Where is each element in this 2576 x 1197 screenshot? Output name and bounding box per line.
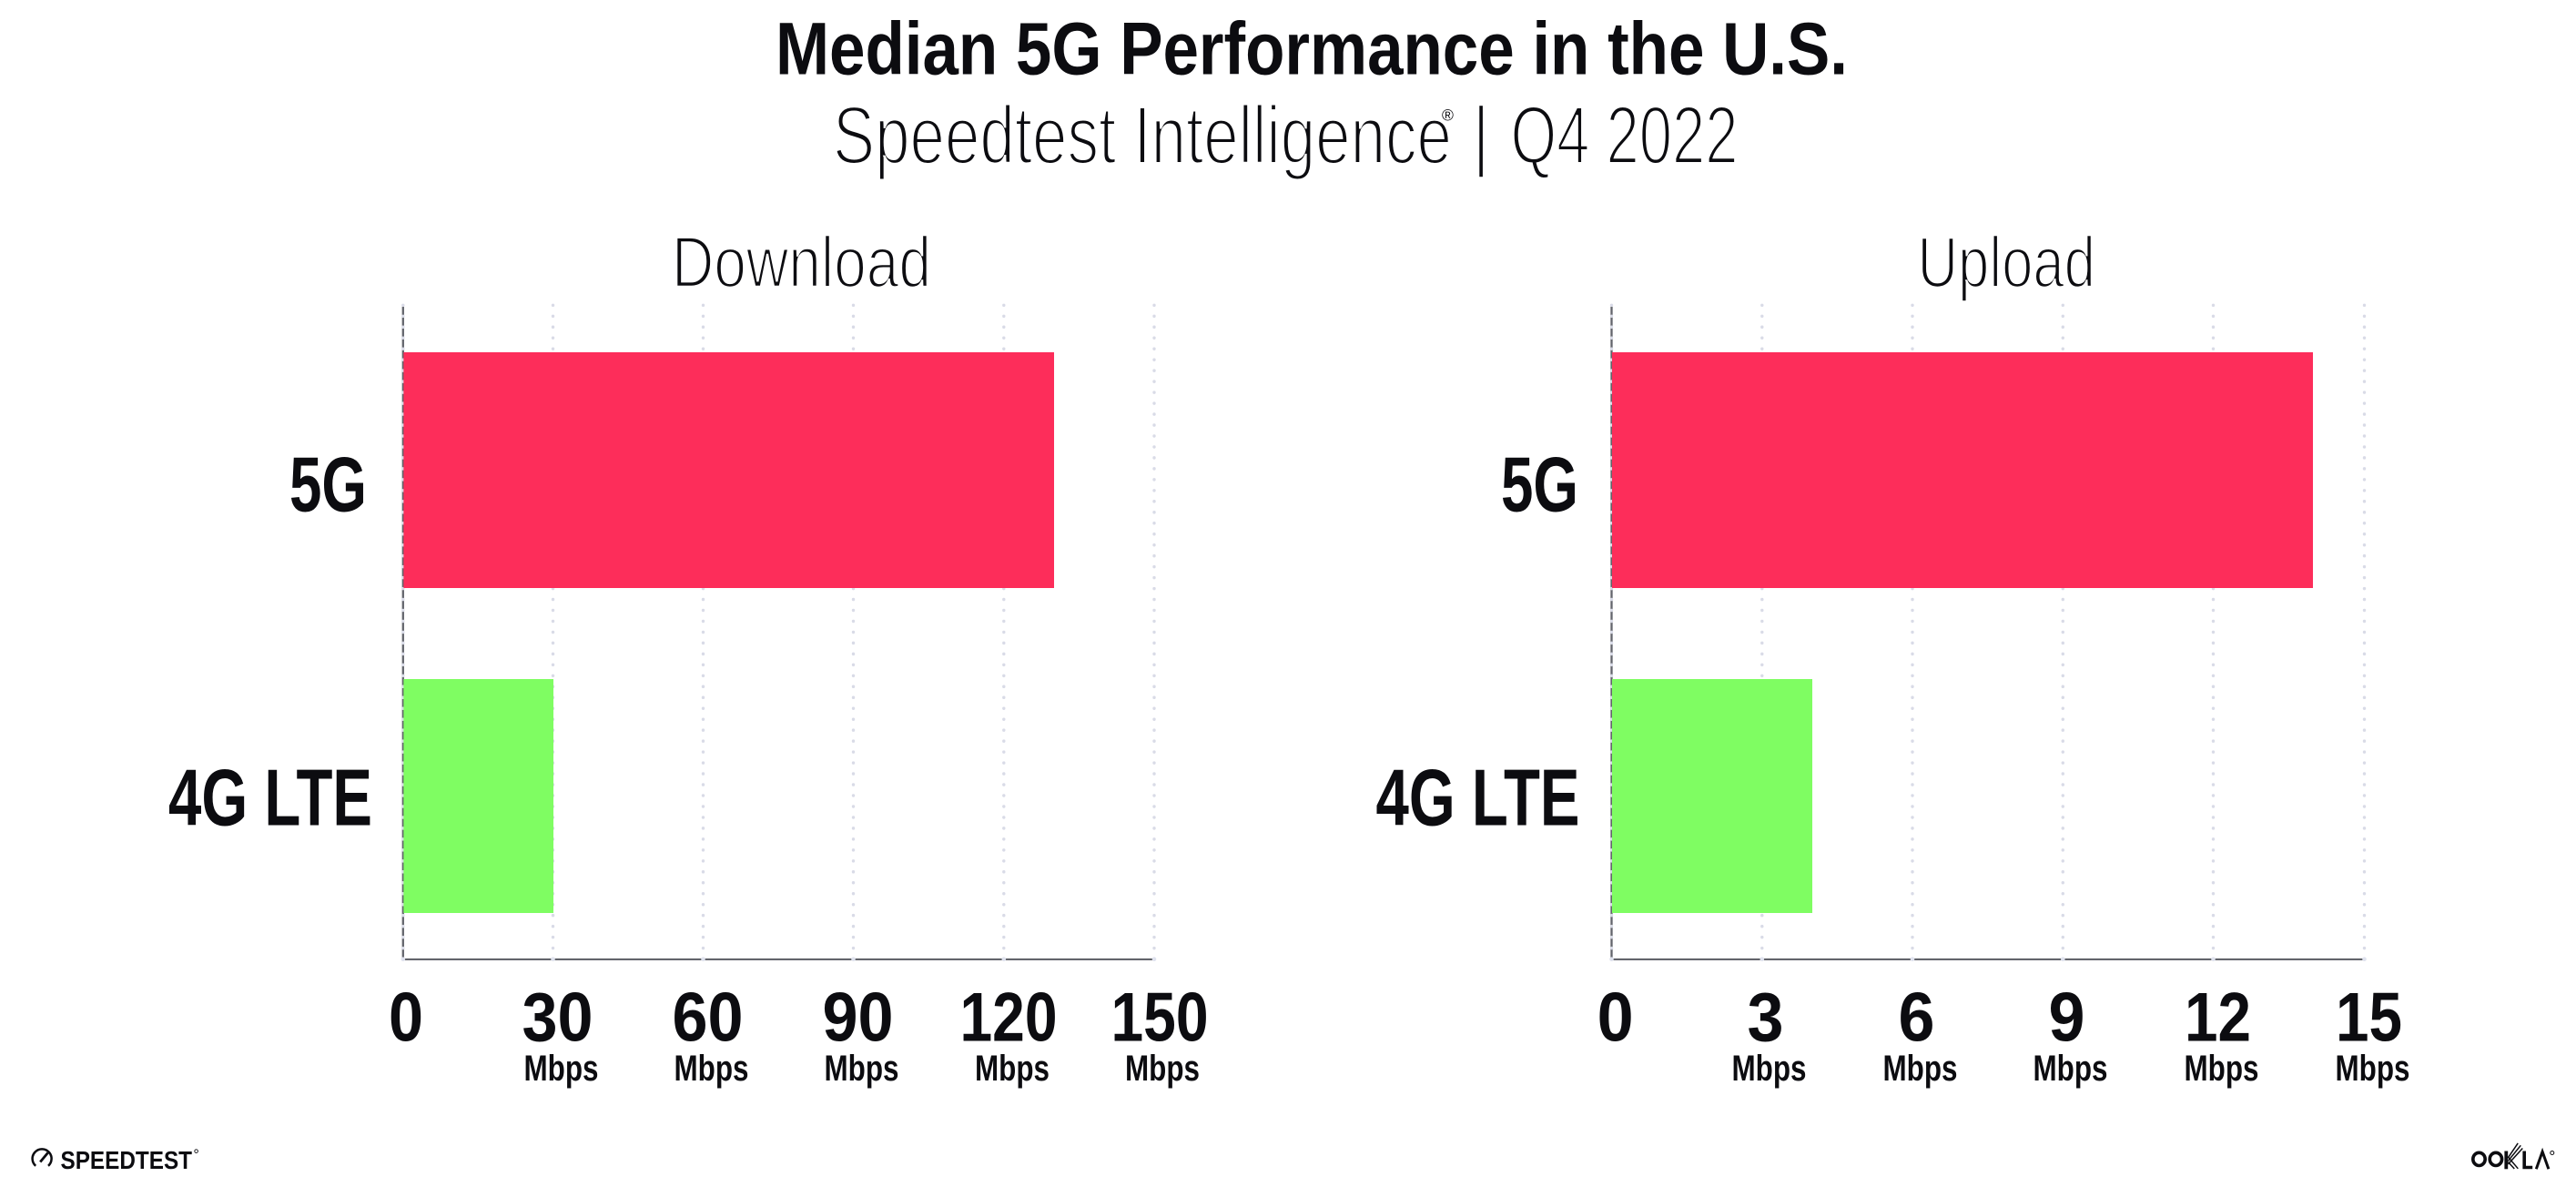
svg-text:Mbps: Mbps [674, 1049, 749, 1089]
svg-text:Mbps: Mbps [524, 1049, 599, 1089]
svg-text:Upload: Upload [1918, 221, 2096, 302]
svg-text:Q4 2022: Q4 2022 [1511, 90, 1739, 181]
svg-text:3: 3 [1748, 979, 1784, 1057]
svg-text:90: 90 [823, 979, 894, 1057]
svg-text:Mbps: Mbps [825, 1049, 899, 1089]
svg-text:Mbps: Mbps [2185, 1049, 2259, 1089]
svg-text:0: 0 [389, 979, 423, 1057]
svg-text:0: 0 [1597, 979, 1634, 1057]
svg-text:4G LTE: 4G LTE [168, 753, 372, 843]
svg-text:Download: Download [672, 221, 931, 302]
svg-text:60: 60 [673, 979, 744, 1057]
svg-text:12: 12 [2185, 979, 2251, 1057]
svg-text:Mbps: Mbps [2033, 1049, 2108, 1089]
svg-text:15: 15 [2336, 979, 2402, 1057]
svg-text:9: 9 [2049, 979, 2085, 1057]
svg-text:150: 150 [1111, 979, 1209, 1057]
svg-text:Median 5G Performance in the U: Median 5G Performance in the U.S. [776, 8, 1848, 91]
svg-text:6: 6 [1899, 979, 1935, 1057]
svg-text:Speedtest Intelligence: Speedtest Intelligence [833, 90, 1452, 181]
svg-text:Mbps: Mbps [975, 1049, 1050, 1089]
svg-text:120: 120 [960, 979, 1058, 1057]
svg-text:Mbps: Mbps [1125, 1049, 1200, 1089]
svg-text:4G LTE: 4G LTE [1376, 753, 1580, 843]
svg-text:Mbps: Mbps [1732, 1049, 1807, 1089]
svg-text:SPEEDTEST: SPEEDTEST [61, 1146, 193, 1174]
svg-text:Mbps: Mbps [1883, 1049, 1958, 1089]
svg-text:Mbps: Mbps [2336, 1049, 2410, 1089]
svg-text:5G: 5G [1501, 442, 1578, 529]
svg-text:®: ® [1442, 106, 1454, 124]
svg-text:5G: 5G [289, 442, 367, 529]
svg-text:30: 30 [522, 979, 593, 1057]
